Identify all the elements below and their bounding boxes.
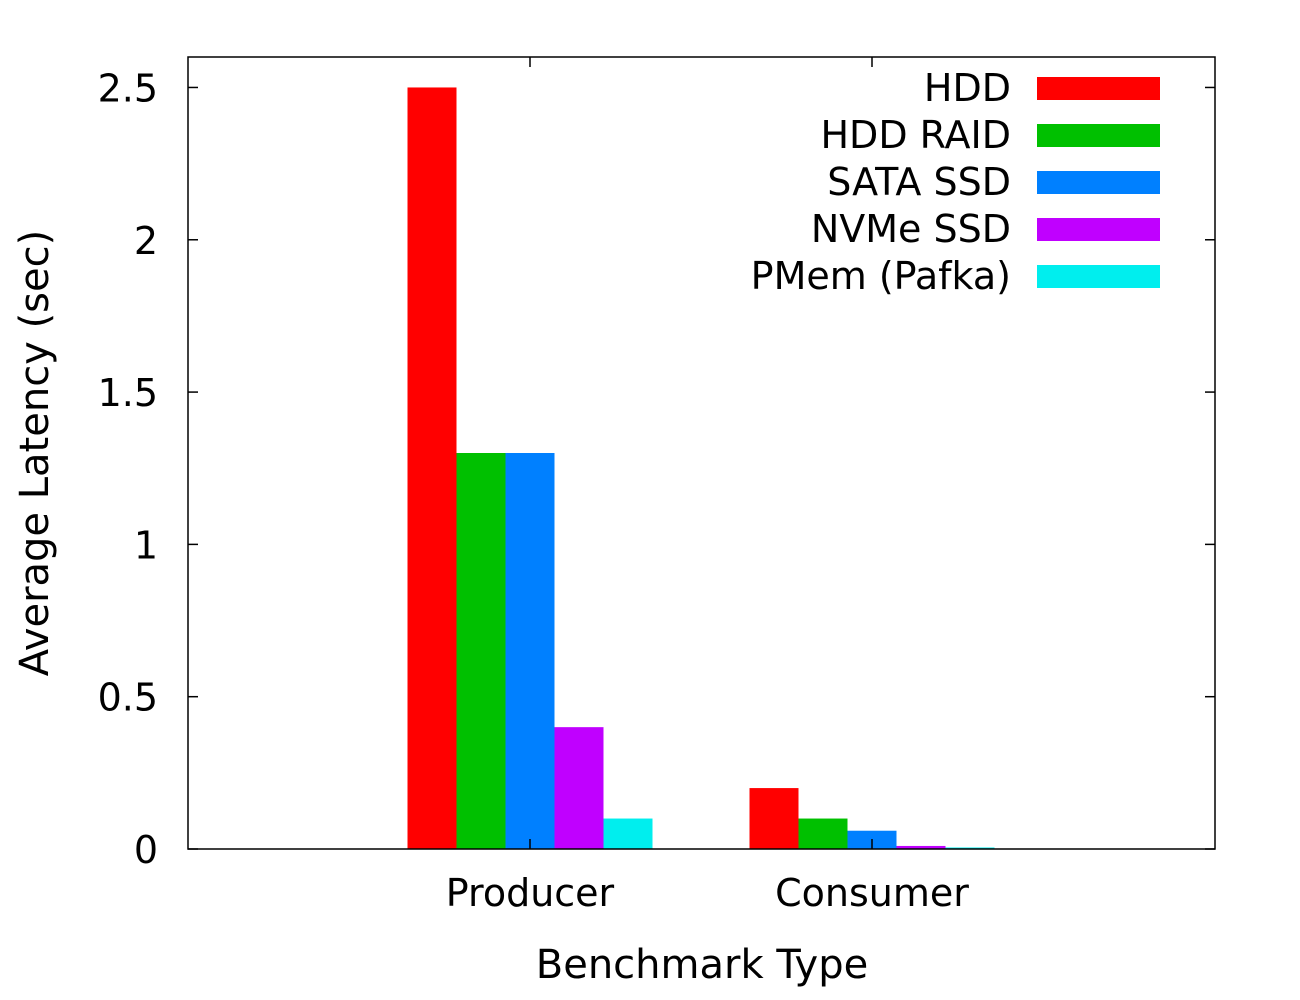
legend-label: PMem (Pafka): [751, 254, 1011, 298]
legend-swatch: [1037, 77, 1160, 100]
legend-label: HDD: [924, 66, 1011, 110]
bar-nvme-ssd-consumer: [896, 845, 946, 849]
bar-pmem-pafka-consumer: [945, 847, 995, 849]
y-tick-label: 1.5: [98, 371, 158, 415]
bar-pmem-pafka-producer: [603, 818, 653, 849]
y-tick-labels: 0 0.5 1 1.5 2 2.5: [98, 66, 158, 872]
bar-hdd-consumer: [749, 788, 799, 849]
bar-hdd-producer: [407, 87, 457, 849]
y-tick-label: 1: [134, 523, 158, 567]
legend-swatch: [1037, 265, 1160, 288]
bars-layer: [407, 87, 995, 849]
legend-label: SATA SSD: [827, 160, 1011, 204]
bar-hdd-raid-consumer: [798, 818, 848, 849]
bar-sata-ssd-producer: [505, 453, 555, 849]
x-tick-label: Consumer: [775, 871, 969, 915]
legend-label: HDD RAID: [820, 113, 1011, 157]
legend-swatch: [1037, 124, 1160, 147]
y-tick-label: 0.5: [98, 676, 158, 720]
plot-frame: [187, 56, 1216, 850]
legend-swatch: [1037, 218, 1160, 241]
y-tick-label: 2: [134, 219, 158, 263]
x-axis-title: Benchmark Type: [536, 942, 868, 988]
x-tick-labels: Producer Consumer: [446, 871, 969, 915]
bar-hdd-raid-producer: [456, 453, 506, 849]
y-tick-label: 2.5: [98, 66, 158, 110]
legend-swatch: [1037, 171, 1160, 194]
y-tick-label: 0: [134, 828, 158, 872]
x-tick-label: Producer: [446, 871, 615, 915]
bar-nvme-ssd-producer: [554, 727, 604, 849]
legend-label: NVMe SSD: [811, 207, 1011, 251]
y-axis-title: Average Latency (sec): [12, 230, 58, 676]
